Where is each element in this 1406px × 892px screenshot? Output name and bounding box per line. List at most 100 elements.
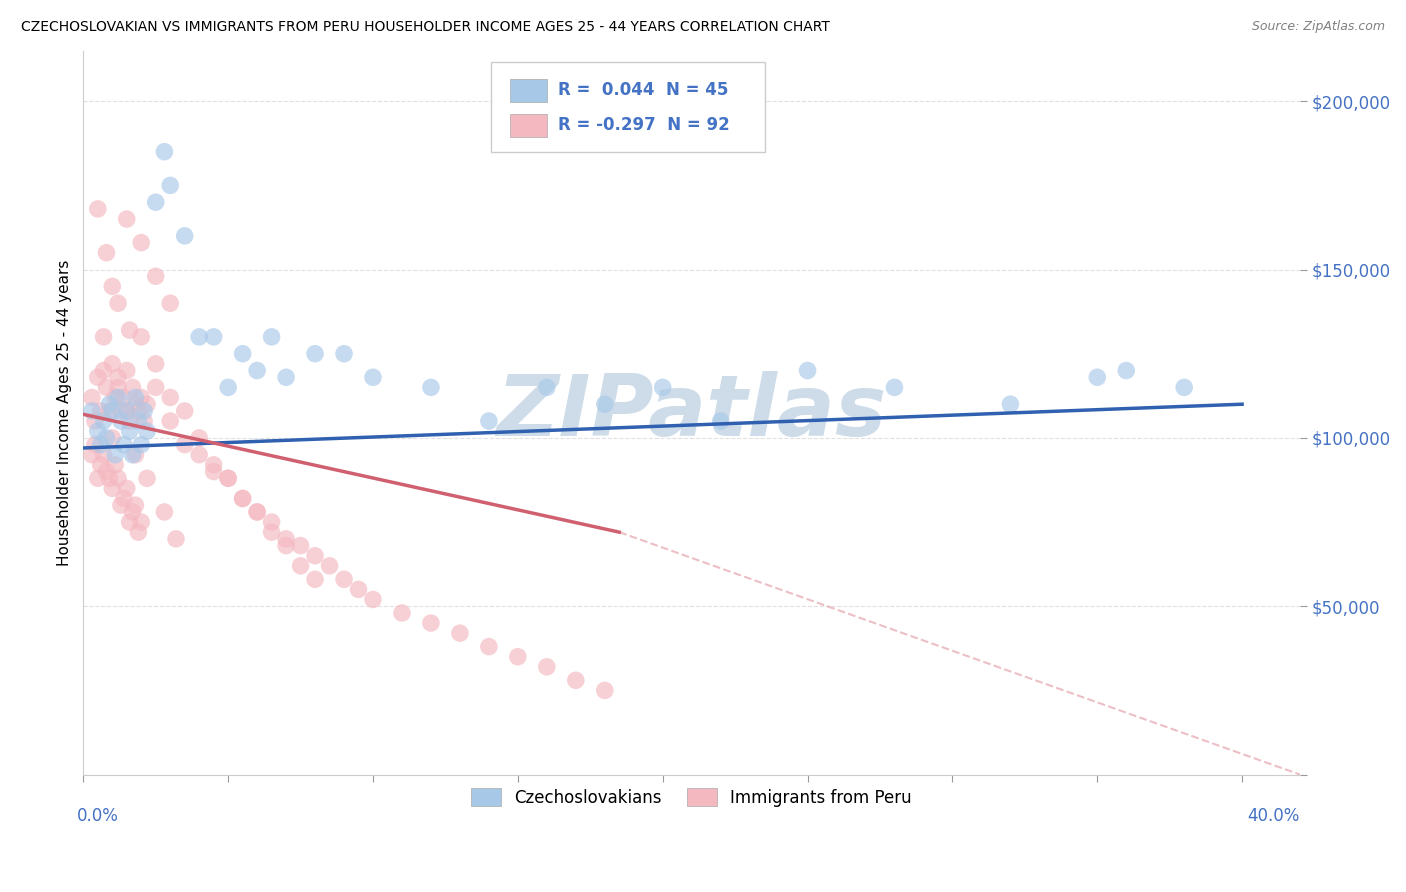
Point — [101, 431, 124, 445]
Point — [217, 471, 239, 485]
Point — [104, 458, 127, 472]
Point — [290, 539, 312, 553]
Point — [202, 330, 225, 344]
Point — [80, 448, 103, 462]
Point — [80, 391, 103, 405]
Point — [361, 370, 384, 384]
Point — [202, 458, 225, 472]
Point — [202, 465, 225, 479]
Point — [93, 363, 115, 377]
Point — [420, 615, 443, 630]
Point — [361, 592, 384, 607]
Point — [98, 397, 121, 411]
Point — [506, 649, 529, 664]
Point — [83, 437, 105, 451]
Point — [110, 498, 132, 512]
Point — [304, 549, 326, 563]
Point — [188, 448, 211, 462]
Point — [290, 558, 312, 573]
Point — [107, 380, 129, 394]
Point — [96, 380, 118, 394]
Point — [134, 414, 156, 428]
FancyBboxPatch shape — [510, 113, 547, 136]
Point — [1000, 397, 1022, 411]
Point — [145, 380, 167, 394]
Point — [1173, 380, 1195, 394]
Point — [333, 572, 356, 586]
Point — [115, 404, 138, 418]
Point — [124, 397, 146, 411]
Point — [112, 491, 135, 506]
Point — [246, 505, 269, 519]
Point — [115, 482, 138, 496]
Point — [449, 626, 471, 640]
Point — [80, 404, 103, 418]
Text: R =  0.044  N = 45: R = 0.044 N = 45 — [558, 81, 728, 99]
Point — [87, 471, 110, 485]
Point — [246, 363, 269, 377]
Point — [136, 424, 159, 438]
Point — [101, 404, 124, 418]
Point — [173, 404, 195, 418]
Text: Source: ZipAtlas.com: Source: ZipAtlas.com — [1251, 20, 1385, 33]
Point — [274, 370, 297, 384]
Point — [121, 505, 143, 519]
Point — [118, 323, 141, 337]
Point — [93, 330, 115, 344]
Point — [593, 397, 616, 411]
Point — [129, 437, 152, 451]
Point — [796, 363, 818, 377]
Point — [217, 380, 239, 394]
Legend: Czechoslovakians, Immigrants from Peru: Czechoslovakians, Immigrants from Peru — [464, 781, 918, 814]
Point — [651, 380, 673, 394]
Point — [478, 640, 501, 654]
Point — [159, 391, 181, 405]
Point — [96, 465, 118, 479]
Point — [110, 414, 132, 428]
Point — [173, 437, 195, 451]
Point — [710, 414, 733, 428]
Text: 40.0%: 40.0% — [1247, 807, 1301, 825]
Point — [112, 391, 135, 405]
Point — [87, 202, 110, 216]
Point — [98, 404, 121, 418]
Point — [124, 391, 146, 405]
Point — [159, 296, 181, 310]
Point — [145, 269, 167, 284]
Point — [93, 414, 115, 428]
Point — [134, 404, 156, 418]
Point — [420, 380, 443, 394]
Point — [121, 448, 143, 462]
Point — [129, 515, 152, 529]
Point — [104, 448, 127, 462]
Point — [129, 391, 152, 405]
Point — [83, 414, 105, 428]
Point — [260, 515, 283, 529]
Point — [93, 448, 115, 462]
Point — [333, 347, 356, 361]
Point — [188, 330, 211, 344]
Point — [304, 347, 326, 361]
Point — [318, 558, 340, 573]
Point — [391, 606, 413, 620]
Point — [107, 370, 129, 384]
Point — [260, 525, 283, 540]
FancyBboxPatch shape — [510, 78, 547, 102]
Point — [124, 448, 146, 462]
Point — [188, 431, 211, 445]
Point — [121, 380, 143, 394]
Point — [136, 471, 159, 485]
Point — [217, 471, 239, 485]
Point — [118, 424, 141, 438]
Point — [87, 370, 110, 384]
Point — [115, 404, 138, 418]
Point — [593, 683, 616, 698]
Point — [115, 363, 138, 377]
Point — [173, 228, 195, 243]
Point — [232, 491, 254, 506]
Point — [260, 330, 283, 344]
Point — [1115, 363, 1137, 377]
Point — [145, 195, 167, 210]
Point — [304, 572, 326, 586]
Point — [107, 471, 129, 485]
